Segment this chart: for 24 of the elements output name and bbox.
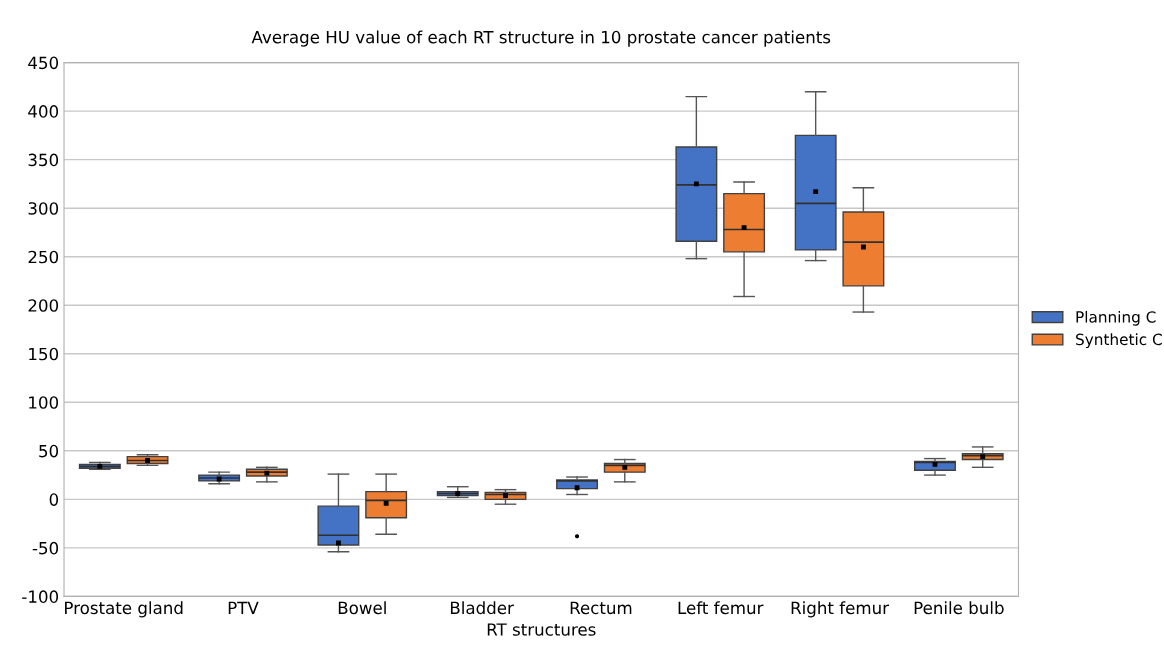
x-axis-title: RT structures (487, 623, 596, 636)
legend-label: Planning C (1076, 310, 1156, 326)
x-tick-label: Penile bulb (914, 601, 1004, 615)
y-tick-label: 150 (29, 347, 59, 361)
y-tick-label: 450 (28, 56, 59, 70)
x-tick-label: Rectum (570, 601, 632, 615)
x-tick-label: Left femur (678, 601, 764, 615)
y-tick-label: 350 (28, 153, 59, 167)
y-tick-label: 0 (49, 493, 59, 506)
y-tick-label: -50 (32, 541, 59, 555)
y-tick-label: -100 (22, 590, 59, 603)
y-tick-label: 400 (28, 105, 59, 118)
y-tick-label: 100 (29, 396, 59, 409)
x-tick-label: Bladder (450, 601, 514, 615)
y-tick-label: 200 (28, 299, 59, 312)
y-tick-label: 300 (28, 202, 59, 215)
x-tick-label: Prostate gland (65, 601, 183, 618)
x-tick-label: PTV (228, 601, 259, 614)
y-tick-label: 50 (39, 444, 59, 458)
y-tick-label: 250 (28, 250, 59, 264)
x-tick-label: Bowel (338, 601, 386, 615)
chart-title: Average HU value of each RT structure in 10 prostate cancer patients (251, 30, 831, 47)
legend-label: Synthetic C (1076, 333, 1162, 349)
x-tick-label: Right femur (791, 601, 890, 618)
